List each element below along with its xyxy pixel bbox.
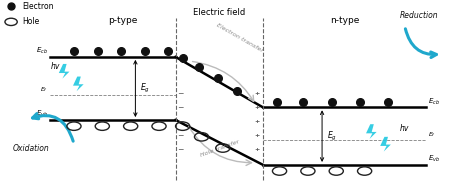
Text: −: − bbox=[177, 131, 183, 140]
Polygon shape bbox=[59, 64, 70, 79]
Text: $E_g$: $E_g$ bbox=[140, 82, 150, 95]
Polygon shape bbox=[380, 137, 391, 152]
Text: −: − bbox=[177, 117, 183, 126]
Text: hv: hv bbox=[50, 62, 60, 71]
Text: −: − bbox=[177, 145, 183, 154]
Text: +: + bbox=[255, 133, 260, 138]
Text: $E_g$: $E_g$ bbox=[327, 129, 337, 143]
Text: p-type: p-type bbox=[108, 16, 137, 25]
Text: +: + bbox=[255, 119, 260, 124]
Text: −: − bbox=[177, 103, 183, 112]
Text: Electron transfer: Electron transfer bbox=[216, 23, 264, 54]
Text: Electron: Electron bbox=[22, 2, 54, 11]
Text: $E_f$: $E_f$ bbox=[40, 85, 48, 94]
Text: Oxidation: Oxidation bbox=[12, 144, 49, 153]
Text: $E_{cb}$: $E_{cb}$ bbox=[428, 97, 440, 107]
Text: +: + bbox=[255, 105, 260, 110]
Text: +: + bbox=[255, 91, 260, 96]
Text: Electric field: Electric field bbox=[193, 8, 246, 17]
Text: $E_{vb}$: $E_{vb}$ bbox=[36, 109, 48, 120]
Text: Reduction: Reduction bbox=[400, 11, 438, 20]
Text: Hole transfer: Hole transfer bbox=[199, 139, 240, 158]
Polygon shape bbox=[73, 77, 83, 91]
Text: n-type: n-type bbox=[330, 16, 359, 25]
Text: $E_{cb}$: $E_{cb}$ bbox=[36, 46, 48, 56]
Text: $E_{vb}$: $E_{vb}$ bbox=[428, 154, 441, 164]
Polygon shape bbox=[366, 124, 377, 139]
Text: Hole: Hole bbox=[22, 17, 39, 26]
Text: −: − bbox=[177, 89, 183, 98]
Text: hv: hv bbox=[400, 124, 410, 133]
Text: $E_f$: $E_f$ bbox=[428, 130, 437, 139]
Text: +: + bbox=[255, 147, 260, 152]
